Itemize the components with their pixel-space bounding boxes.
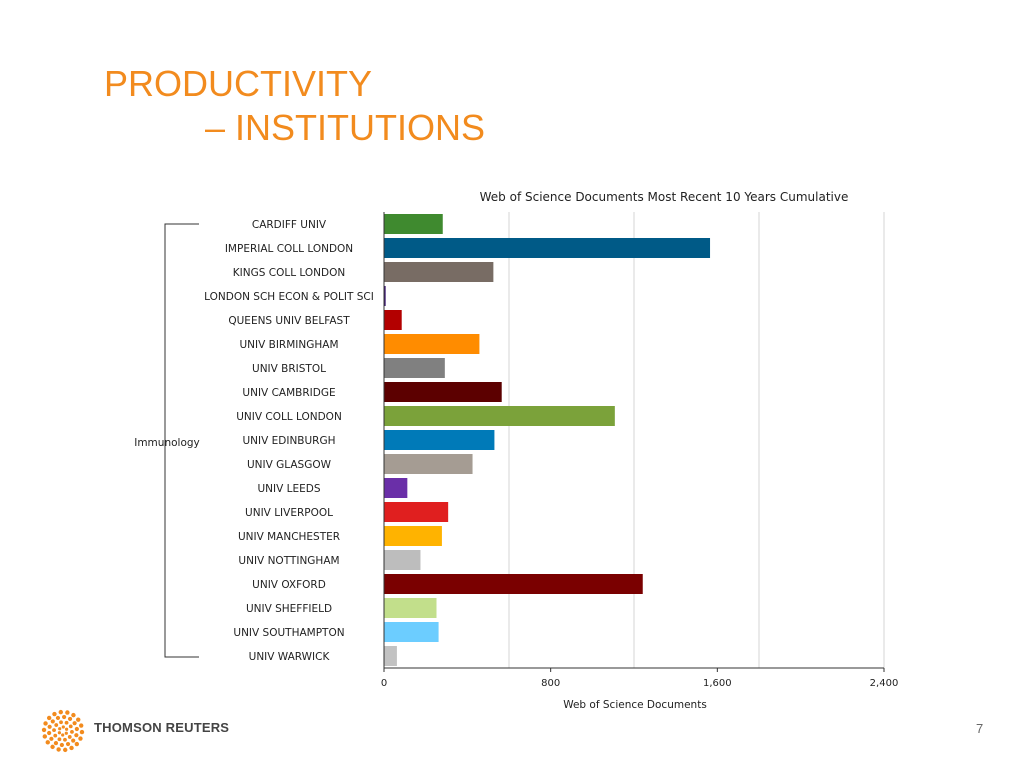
category-label: UNIV EDINBURGH <box>242 435 335 447</box>
bar <box>384 286 386 306</box>
bar <box>384 478 408 498</box>
x-axis-label: Web of Science Documents <box>563 699 707 711</box>
group-label: Immunology <box>134 437 200 449</box>
bar <box>384 550 421 570</box>
category-label: UNIV CAMBRIDGE <box>242 387 335 399</box>
chart-title: Web of Science Documents Most Recent 10 … <box>480 190 849 204</box>
category-label: IMPERIAL COLL LONDON <box>225 243 353 255</box>
category-labels: CARDIFF UNIV IMPERIAL COLL LONDON KINGS CO… <box>204 219 374 663</box>
thomson-reuters-logo-icon <box>41 709 85 753</box>
x-tick-label: 800 <box>541 678 560 689</box>
grid-lines <box>508 212 885 668</box>
bar <box>384 646 397 666</box>
category-label: UNIV SOUTHAMPTON <box>233 627 344 639</box>
category-label: UNIV BIRMINGHAM <box>239 339 338 351</box>
category-label: UNIV BRISTOL <box>252 363 326 375</box>
bar <box>384 238 711 258</box>
x-ticks: 0 800 1,600 2,400 <box>381 668 899 689</box>
category-label: LONDON SCH ECON & POLIT SCI <box>204 291 374 303</box>
category-label: CARDIFF UNIV <box>252 219 327 231</box>
category-label: UNIV LIVERPOOL <box>245 507 333 519</box>
bar <box>384 334 480 354</box>
slide-title-line1: PRODUCTIVITY <box>104 63 373 104</box>
bars <box>384 214 711 666</box>
bar <box>384 262 494 282</box>
category-label: UNIV GLASGOW <box>247 459 332 471</box>
bar <box>384 622 439 642</box>
x-tick-label: 2,400 <box>870 678 899 689</box>
slide-title-line2: – INSTITUTIONS <box>205 107 486 148</box>
bar <box>384 598 437 618</box>
bar <box>384 502 449 522</box>
bar <box>384 574 643 594</box>
category-label: UNIV LEEDS <box>257 483 320 495</box>
page-number: 7 <box>976 721 984 736</box>
category-label: UNIV OXFORD <box>252 579 326 591</box>
x-tick-label: 1,600 <box>703 678 732 689</box>
x-tick-label: 0 <box>381 678 387 689</box>
category-label: UNIV MANCHESTER <box>238 531 340 543</box>
category-label: UNIV NOTTINGHAM <box>238 555 339 567</box>
bar <box>384 382 502 402</box>
bar <box>384 430 495 450</box>
category-label: QUEENS UNIV BELFAST <box>228 315 350 327</box>
bar <box>384 358 445 378</box>
group-bracket <box>164 223 199 658</box>
bar <box>384 406 615 426</box>
bar <box>384 454 473 474</box>
bar <box>384 214 443 234</box>
brand-name: THOMSON REUTERS <box>94 720 230 735</box>
category-label: UNIV SHEFFIELD <box>246 603 332 615</box>
bar <box>384 310 402 330</box>
category-label: UNIV WARWICK <box>249 651 331 663</box>
category-label: UNIV COLL LONDON <box>236 411 342 423</box>
bar <box>384 526 442 546</box>
category-label: KINGS COLL LONDON <box>233 267 345 279</box>
